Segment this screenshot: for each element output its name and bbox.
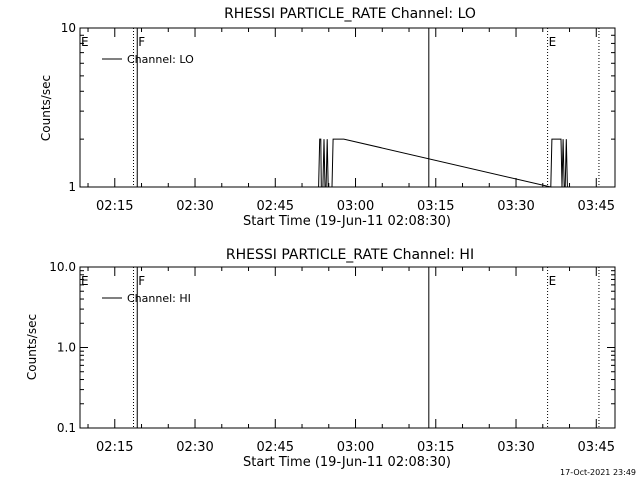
plot-frame (79, 27, 616, 188)
y-tick-label: 1.0 (57, 341, 76, 355)
x-tick-label: 02:15 (96, 199, 133, 214)
x-tick-label: 02:45 (257, 199, 294, 214)
x-axis-ticks: 02:15 02:30 02:45 03:00 03:15 03:30 03:45 (87, 267, 615, 455)
event-marker-label: E (81, 274, 89, 288)
y-tick-label: 10 (61, 21, 76, 35)
x-axis-label: Start Time (19-Jun-11 02:08:30) (243, 214, 451, 229)
event-marker-label: E (81, 35, 89, 49)
y-axis-label: Counts/sec (25, 314, 39, 380)
x-axis-ticks: 02:15 02:30 02:45 03:00 03:15 03:30 03:45 (87, 28, 615, 214)
x-tick-label: 03:15 (417, 440, 454, 455)
panel-lo-channel: RHESSI PARTICLE_RATE Channel: LO Counts/… (39, 6, 616, 229)
panel-hi-channel: RHESSI PARTICLE_RATE Channel: HI Counts/… (25, 247, 616, 470)
event-marker-label: F (138, 274, 145, 288)
y-tick-label: 10.0 (49, 260, 76, 274)
x-tick-label: 03:00 (337, 199, 374, 214)
x-tick-label: 02:15 (96, 440, 133, 455)
x-tick-label: 03:15 (417, 199, 454, 214)
x-tick-label: 02:30 (176, 199, 213, 214)
x-tick-label: 03:45 (578, 199, 615, 214)
x-tick-label: 02:45 (257, 440, 294, 455)
x-tick-label: 02:30 (176, 440, 213, 455)
y-tick-label: 1 (68, 180, 76, 194)
x-tick-label: 03:30 (497, 199, 534, 214)
generation-timestamp: 17-Oct-2021 23:49 (560, 468, 636, 477)
legend-label: Channel: HI (127, 292, 191, 305)
event-marker-label: E (549, 274, 557, 288)
chart-title: RHESSI PARTICLE_RATE Channel: HI (226, 247, 474, 263)
x-tick-label: 03:00 (337, 440, 374, 455)
x-axis-label: Start Time (19-Jun-11 02:08:30) (243, 455, 451, 470)
y-axis-ticks: 0.1 1.0 10.0 (49, 260, 615, 435)
event-marker-label: F (138, 35, 145, 49)
x-tick-label: 03:45 (578, 440, 615, 455)
plot-frame (79, 266, 616, 429)
chart-title: RHESSI PARTICLE_RATE Channel: LO (224, 6, 476, 22)
y-axis-label: Counts/sec (39, 75, 53, 141)
legend: Channel: HI (102, 292, 191, 305)
legend-label: Channel: LO (127, 53, 194, 66)
x-tick-label: 03:30 (497, 440, 534, 455)
y-tick-label: 0.1 (57, 421, 76, 435)
legend: Channel: LO (102, 53, 194, 66)
event-marker-label: E (549, 35, 557, 49)
